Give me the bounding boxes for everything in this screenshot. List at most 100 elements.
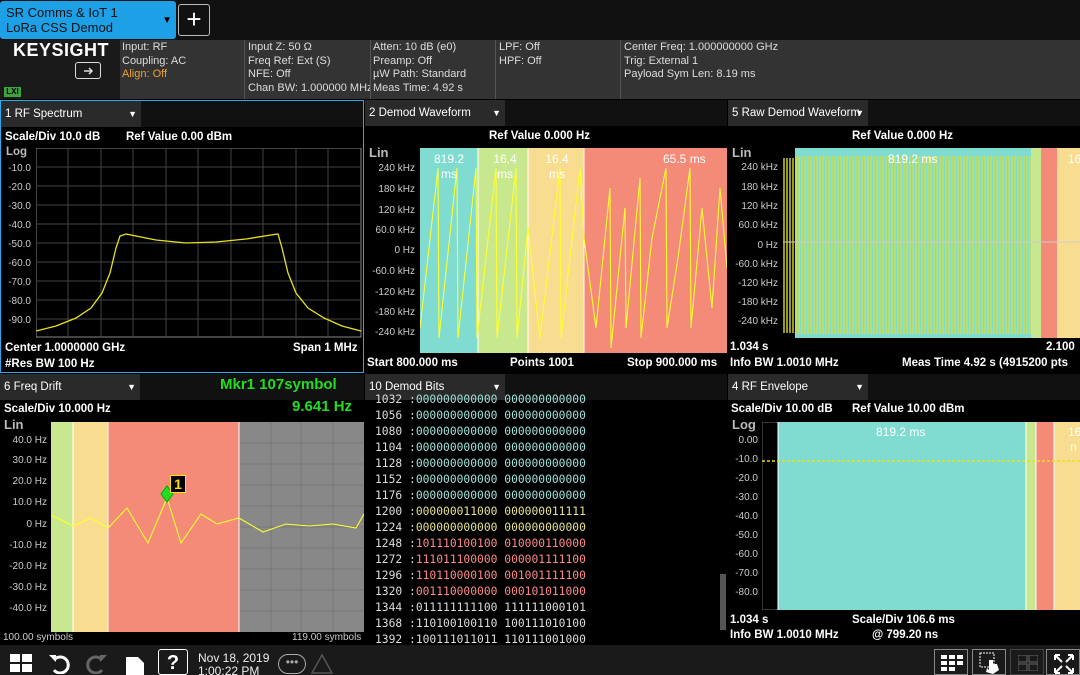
- spectrum-trace-plot[interactable]: [36, 148, 362, 338]
- marker-value[interactable]: 9.641 Hz: [292, 398, 353, 415]
- atten-value: Atten: 10 dB (e0): [373, 41, 457, 53]
- bits-row: 1296 :110110000100 001001111100: [375, 569, 586, 582]
- meas-time[interactable]: Meas Time 4.92 s (4915200 pts: [902, 357, 1069, 369]
- bits-table[interactable]: 1032 :000000000000 000000000000 1056 :000…: [375, 392, 586, 644]
- input-z-settings[interactable]: Input Z: 50 Ω Freq Ref: Ext (S) NFE: Off…: [248, 41, 370, 95]
- stop-time[interactable]: Stop 900.000 ms: [627, 357, 718, 369]
- ref-value[interactable]: Ref Value 10.00 dBm: [852, 403, 965, 415]
- window-title-menu[interactable]: 2 Demod Waveform ▼: [365, 100, 505, 126]
- ref-value[interactable]: Ref Value 0.00 dBm: [126, 131, 233, 143]
- window-title: 6 Freq Drift: [4, 381, 62, 393]
- center-freq[interactable]: Center 1.0000000 GHz: [5, 342, 126, 354]
- window-title-menu[interactable]: 4 RF Envelope ▼: [728, 374, 868, 400]
- datetime: Nov 18, 2019 1:00:22 PM: [198, 652, 269, 675]
- add-screen-button[interactable]: +: [178, 4, 210, 36]
- chevron-down-icon[interactable]: ▼: [162, 15, 172, 26]
- bit-group: 000000000000: [504, 521, 586, 534]
- bits-row: 1392 :100111011011 110111001000: [375, 633, 586, 644]
- y-tick: -60.0 kHz: [735, 259, 778, 270]
- help-button[interactable]: ?: [158, 649, 188, 675]
- screen-tab-lora[interactable]: SR Comms & IoT 1 LoRa CSS Demod ▼: [0, 1, 176, 39]
- y-tick: 60.0 kHz: [738, 220, 778, 231]
- ref-value[interactable]: Ref Value 0.000 Hz: [489, 130, 590, 142]
- y-tick: -40.0 Hz: [9, 603, 47, 614]
- window-title: 5 Raw Demod Waveform: [732, 107, 861, 119]
- bit-group: 100111010100: [504, 617, 586, 630]
- info-bw[interactable]: Info BW 1.0010 MHz: [730, 357, 839, 369]
- start-time[interactable]: 1.034 s: [730, 341, 769, 353]
- file-icon: [126, 657, 144, 675]
- demod-waveform-window[interactable]: 2 Demod Waveform ▼ Ref Value 0.000 Hz Lin…: [365, 100, 727, 373]
- res-bw[interactable]: #Res BW 100 Hz: [5, 358, 95, 370]
- bit-group: 000000000000: [504, 393, 586, 406]
- y-tick: -40.0: [8, 220, 31, 231]
- raw-demod-waveform-window[interactable]: 5 Raw Demod Waveform ▼ Ref Value 0.000 Hz…: [728, 100, 1080, 373]
- segment-label: ms: [549, 167, 565, 181]
- window-title-menu[interactable]: 6 Freq Drift ▼: [0, 374, 140, 400]
- bits-row: 1176 :000000000000 000000000000: [375, 489, 586, 502]
- resolution[interactable]: @ 799.20 ns: [872, 629, 939, 641]
- maximize-button[interactable]: [1046, 649, 1080, 675]
- scale-div[interactable]: Scale/Div 10.0 dB: [5, 131, 101, 143]
- uw-path-value: µW Path: Standard: [373, 68, 467, 80]
- segment-label: 819.2 ms: [888, 152, 938, 166]
- y-tick: -10.0 Hz: [9, 540, 47, 551]
- multi-window-button[interactable]: [934, 649, 968, 675]
- span[interactable]: Span 1 MHz: [293, 342, 358, 354]
- redo-button[interactable]: [80, 649, 114, 675]
- scale-div-x[interactable]: Scale/Div 106.6 ms: [852, 614, 955, 626]
- scale-div[interactable]: Scale/Div 10.000 Hz: [4, 403, 111, 415]
- stop-time[interactable]: 2.100: [1046, 341, 1075, 353]
- chevron-down-icon: ▼: [127, 382, 136, 392]
- screen-icon[interactable]: [75, 62, 101, 79]
- date: Nov 18, 2019: [198, 651, 270, 665]
- segment-label: ms: [441, 167, 457, 181]
- bits-row: 1320 :001110000000 000101011000: [375, 585, 586, 598]
- freq-settings[interactable]: Center Freq: 1.000000000 GHz Trig: Exter…: [624, 41, 924, 82]
- y-tick: -80.0: [8, 296, 31, 307]
- filter-settings[interactable]: LPF: Off HPF: Off: [499, 41, 619, 68]
- atten-settings[interactable]: Atten: 10 dB (e0) Preamp: Off µW Path: S…: [373, 41, 495, 95]
- triangle-icon[interactable]: [310, 653, 334, 675]
- envelope-trace-plot[interactable]: [762, 422, 1080, 610]
- start-time[interactable]: Start 800.000 ms: [367, 357, 458, 369]
- tile-layout-button[interactable]: [1010, 649, 1044, 675]
- scale-div[interactable]: Scale/Div 10.00 dB: [731, 403, 833, 415]
- freq-drift-trace-plot[interactable]: [51, 422, 364, 632]
- more-icon[interactable]: •••: [278, 654, 306, 674]
- demod-bits-window[interactable]: 10 Demod Bits ▼ 1032 :000000000000 000000…: [365, 374, 727, 644]
- y-tick: -30.0: [735, 492, 758, 503]
- start-time[interactable]: 1.034 s: [730, 614, 769, 626]
- demod-trace-plot[interactable]: [420, 148, 727, 353]
- window-title-menu[interactable]: 1 RF Spectrum ▼: [1, 101, 141, 127]
- meas-info-bar[interactable]: KEYSIGHT LXI Input: RF Coupling: AC Alig…: [0, 40, 1080, 99]
- bit-offset: 1320: [375, 585, 403, 598]
- scale-mode: Lin: [369, 145, 389, 160]
- bit-group: 000000000000: [415, 409, 498, 422]
- y-tick: -240 kHz: [737, 316, 778, 327]
- file-button[interactable]: [118, 649, 152, 675]
- bit-offset: 1176: [375, 489, 403, 502]
- rf-spectrum-window[interactable]: 1 RF Spectrum ▼ Scale/Div 10.0 dB Ref Val…: [0, 100, 364, 373]
- input-settings[interactable]: Input: RF Coupling: AC Align: Off: [122, 41, 242, 82]
- bits-row: 1200 :000000011000 000000011111: [375, 505, 586, 518]
- ref-value[interactable]: Ref Value 0.000 Hz: [852, 130, 953, 142]
- bit-offset: 1392: [375, 633, 403, 644]
- freq-drift-window[interactable]: 6 Freq Drift ▼ Mkr1 107symbol 9.641 Hz Sc…: [0, 374, 364, 644]
- marker-label[interactable]: 1: [170, 475, 186, 493]
- marker-readout[interactable]: Mkr1 107symbol: [220, 376, 337, 393]
- info-bw[interactable]: Info BW 1.0010 MHz: [730, 629, 839, 641]
- window-title-menu[interactable]: 5 Raw Demod Waveform ▼: [728, 100, 868, 126]
- raw-demod-trace-plot[interactable]: [783, 148, 1080, 338]
- meas-time-value: Meas Time: 4.92 s: [373, 81, 463, 94]
- touch-button[interactable]: [972, 649, 1006, 675]
- rf-envelope-window[interactable]: 4 RF Envelope ▼ Scale/Div 10.00 dB Ref Va…: [728, 374, 1080, 644]
- window-title-menu[interactable]: 10 Demod Bits ▼: [365, 374, 505, 400]
- bits-scrollbar[interactable]: [720, 574, 726, 630]
- windows-start-button[interactable]: [4, 649, 38, 675]
- y-tick: 0 Hz: [757, 240, 778, 251]
- points[interactable]: Points 1001: [510, 357, 574, 369]
- bit-group: 000000000000: [504, 425, 586, 438]
- scale-mode: Log: [6, 146, 28, 158]
- undo-button[interactable]: [42, 649, 76, 675]
